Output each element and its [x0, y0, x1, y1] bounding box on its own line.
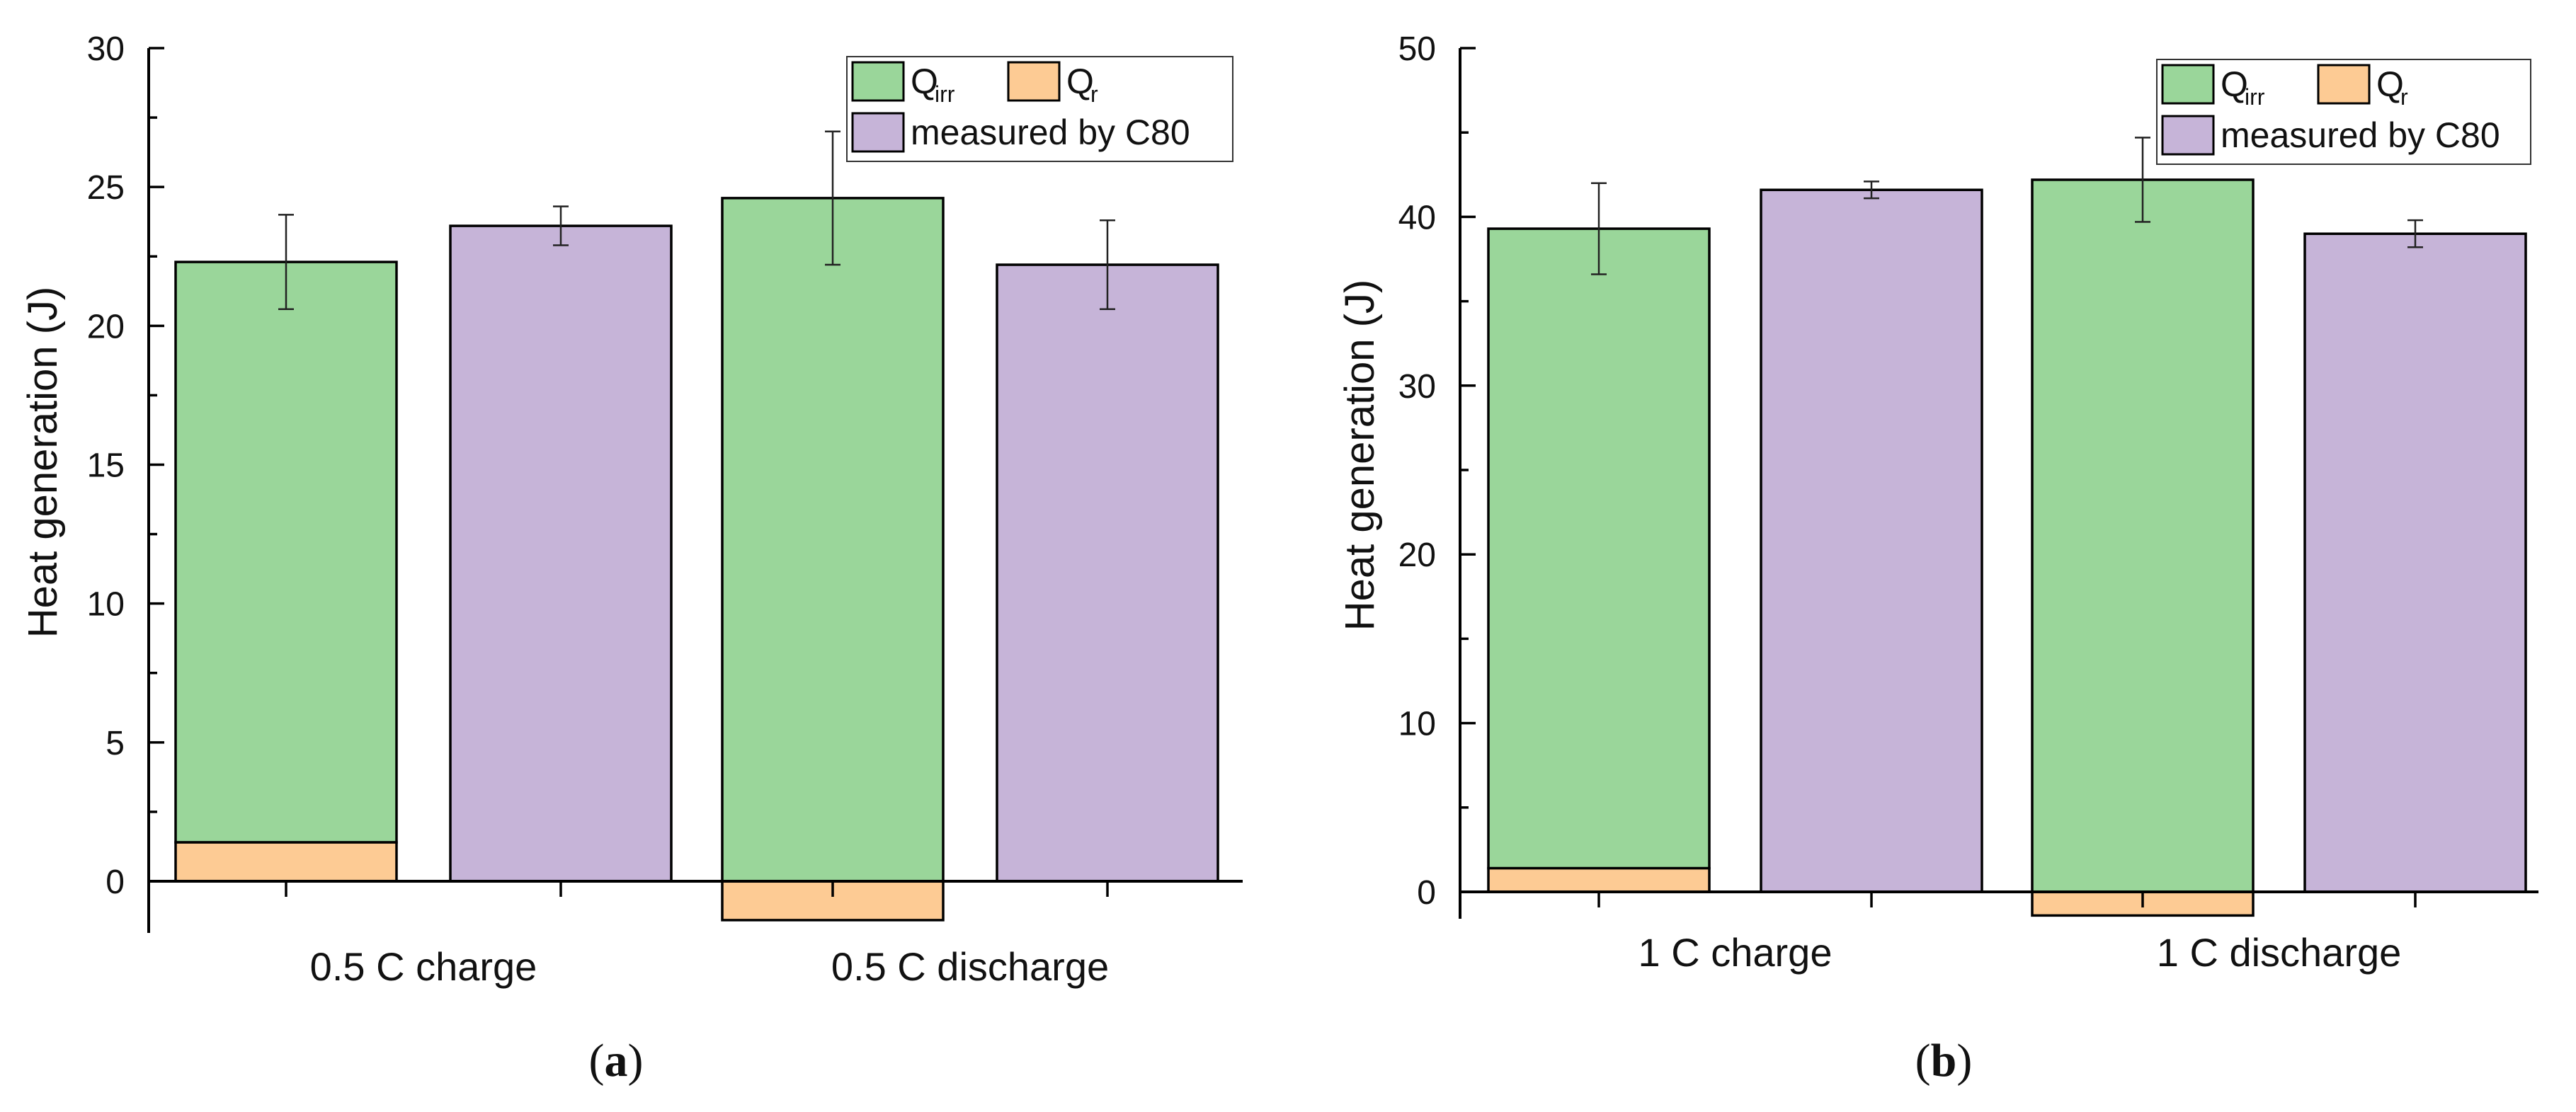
bar-measured-c80: [996, 263, 1219, 883]
panel-label: (b): [1915, 1035, 1973, 1087]
y-tick-label: 5: [106, 725, 125, 762]
chart-panel-b: 1 C charge 1 C discharge 0 10 20 30 40 50 Heat g…: [1337, 30, 2538, 1087]
legend-label-q-irr: Q: [2221, 64, 2248, 104]
y-tick-label: 10: [87, 586, 125, 624]
legend-swatch-q-r: [1007, 61, 1061, 102]
panel-label-close: ): [628, 1035, 644, 1087]
legend-sub-q-irr: irr: [2245, 84, 2265, 110]
panel-label-letter: a: [605, 1035, 628, 1087]
x-category-label: 0.5 C discharge: [831, 944, 1109, 989]
x-category-label: 1 C charge: [1639, 930, 1833, 975]
legend-label-q-irr: Q: [911, 62, 938, 101]
legend-label-measured: measured by C80: [911, 113, 1190, 152]
panel-label-letter: b: [1931, 1035, 1957, 1087]
bar-q-irr: [2031, 178, 2255, 893]
y-tick-label: 25: [87, 169, 125, 207]
y-tick-label: 30: [87, 30, 125, 68]
legend-swatch-q-irr: [2161, 64, 2215, 105]
panel-label-open: (: [1915, 1035, 1931, 1087]
y-tick-label: 20: [87, 308, 125, 345]
panel-label-close: ): [1956, 1035, 1972, 1087]
legend-swatch-measured: [2161, 115, 2215, 156]
panel-label: (a): [589, 1035, 644, 1087]
legend-sub-q-irr: irr: [935, 81, 955, 107]
bar-measured-c80: [2303, 232, 2527, 893]
legend-label-q-r: Q: [2376, 64, 2404, 104]
y-tick-label: 30: [1398, 368, 1436, 406]
legend-label-measured: measured by C80: [2221, 115, 2500, 155]
bar-q-irr: [1487, 227, 1711, 870]
y-axis-label: Heat generation (J): [1337, 280, 1383, 631]
legend-sub-q-r: r: [1090, 81, 1098, 107]
panel-label-open: (: [589, 1035, 605, 1087]
y-axis-label: Heat generation (J): [20, 287, 66, 638]
legend-sub-q-r: r: [2400, 84, 2408, 110]
legend-swatch-q-irr: [851, 61, 905, 102]
bar-measured-c80: [1760, 188, 1983, 893]
bar-q-r: [1487, 866, 1711, 893]
y-tick-label: 0: [1417, 874, 1436, 912]
y-tick-label: 50: [1398, 30, 1436, 68]
chart-panel-a: 0.5 C charge 0.5 C discharge 0 5 10 15 20 25 30 H…: [20, 30, 1243, 1087]
bar-q-r: [174, 841, 398, 883]
x-category-label: 0.5 C charge: [310, 944, 537, 989]
y-tick-label: 40: [1398, 199, 1436, 236]
bar-q-irr: [174, 260, 398, 844]
bar-q-irr: [721, 197, 945, 883]
x-category-label: 1 C discharge: [2157, 930, 2402, 975]
legend-label-q-r: Q: [1066, 62, 1094, 101]
y-tick-label: 20: [1398, 537, 1436, 574]
bar-measured-c80: [449, 224, 673, 883]
y-tick-label: 0: [106, 864, 125, 901]
y-tick-label: 15: [87, 447, 125, 485]
y-tick-label: 10: [1398, 706, 1436, 743]
legend-swatch-measured: [851, 112, 905, 153]
legend-swatch-q-r: [2317, 64, 2371, 105]
